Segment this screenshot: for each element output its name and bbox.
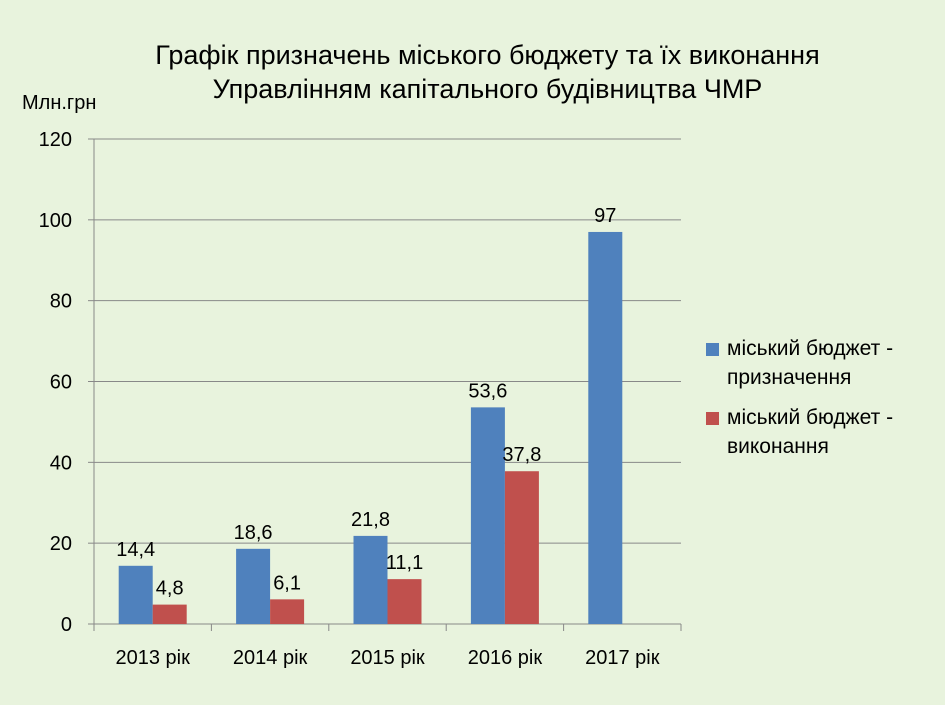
legend-label-planned: міський бюджет - призначення bbox=[727, 337, 894, 389]
data-label-s1-0: 4,8 bbox=[156, 578, 184, 600]
y-tick-label-60: 60 bbox=[50, 372, 72, 394]
chart-title-line-1: Графік призначень міського бюджету та їх… bbox=[155, 40, 820, 70]
data-label-s0-4: 97 bbox=[594, 205, 616, 227]
data-label-s0-2: 21,8 bbox=[351, 509, 390, 531]
data-label-s1-2: 11,1 bbox=[386, 552, 423, 574]
x-tick-label-1: 2014 рік bbox=[233, 647, 308, 669]
legend-swatch-executed bbox=[706, 412, 719, 425]
data-label-s1-3: 37,8 bbox=[502, 444, 541, 466]
y-axis-label: Млн.грн bbox=[22, 92, 97, 114]
legend-label-executed: міський бюджет - виконання bbox=[727, 406, 894, 458]
legend-swatch-planned bbox=[706, 343, 719, 356]
legend-entry-executed: міський бюджет - виконання bbox=[706, 403, 936, 461]
bar-s0-1 bbox=[236, 548, 271, 624]
bar-s1-0 bbox=[152, 604, 187, 624]
legend: міський бюджет - призначення міський бюд… bbox=[706, 334, 936, 472]
data-label-s0-3: 53,6 bbox=[468, 380, 507, 402]
x-tick-label-0: 2013 рік bbox=[116, 647, 191, 669]
chart-title: Графік призначень міського бюджету та їх… bbox=[0, 38, 945, 106]
x-tick-label-3: 2016 рік bbox=[468, 647, 543, 669]
x-tick-label-4: 2017 рік bbox=[585, 647, 660, 669]
y-tick-label-0: 0 bbox=[61, 614, 72, 636]
y-tick-label-120: 120 bbox=[39, 129, 72, 151]
chart-title-line-2: Управлінням капітального будівництва ЧМР bbox=[212, 74, 763, 104]
y-tick-label-40: 40 bbox=[50, 452, 72, 474]
bar-s0-0 bbox=[118, 565, 153, 624]
data-label-s0-0: 14,4 bbox=[116, 539, 155, 561]
x-tick-label-2: 2015 рік bbox=[350, 647, 425, 669]
data-label-s0-1: 18,6 bbox=[234, 522, 273, 544]
y-tick-label-100: 100 bbox=[39, 210, 72, 232]
bar-s1-3 bbox=[504, 471, 539, 624]
legend-entry-planned: міський бюджет - призначення bbox=[706, 334, 936, 392]
bar-s0-2 bbox=[353, 535, 388, 624]
bar-s0-4 bbox=[588, 231, 623, 625]
bar-s1-1 bbox=[270, 599, 305, 624]
y-tick-label-20: 20 bbox=[50, 533, 72, 555]
bar-s0-3 bbox=[470, 407, 505, 624]
bar-s1-2 bbox=[387, 579, 422, 624]
y-tick-label-80: 80 bbox=[50, 291, 72, 313]
data-label-s1-1: 6,1 bbox=[273, 572, 301, 594]
